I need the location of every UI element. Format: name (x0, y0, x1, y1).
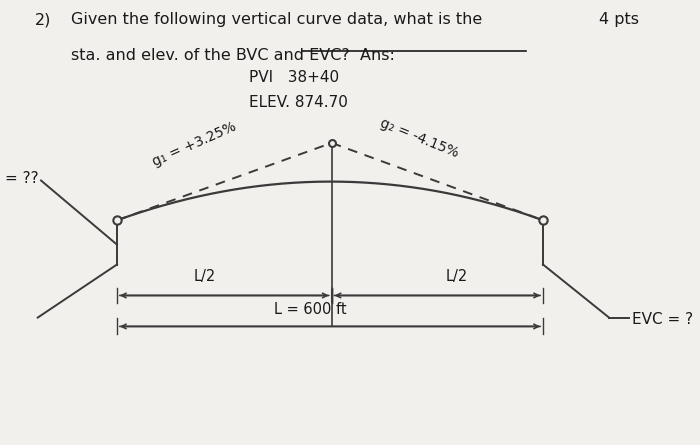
Text: g₂ = -4.15%: g₂ = -4.15% (378, 116, 461, 161)
Text: PVI   38+40: PVI 38+40 (249, 70, 340, 85)
Text: L/2: L/2 (446, 269, 468, 284)
Text: g₁ = +3.25%: g₁ = +3.25% (150, 120, 238, 170)
Text: EVC = ?: EVC = ? (632, 312, 693, 327)
Text: ELEV. 874.70: ELEV. 874.70 (249, 95, 348, 110)
Text: L/2: L/2 (193, 269, 216, 284)
Text: 2): 2) (34, 12, 51, 28)
Text: sta. and elev. of the BVC and EVC?  Ans:: sta. and elev. of the BVC and EVC? Ans: (71, 48, 395, 63)
Text: L = 600 ft: L = 600 ft (274, 302, 346, 317)
Text: 4 pts: 4 pts (599, 12, 639, 28)
Text: Given the following vertical curve data, what is the: Given the following vertical curve data,… (71, 12, 482, 28)
Text: = ??: = ?? (5, 171, 38, 186)
